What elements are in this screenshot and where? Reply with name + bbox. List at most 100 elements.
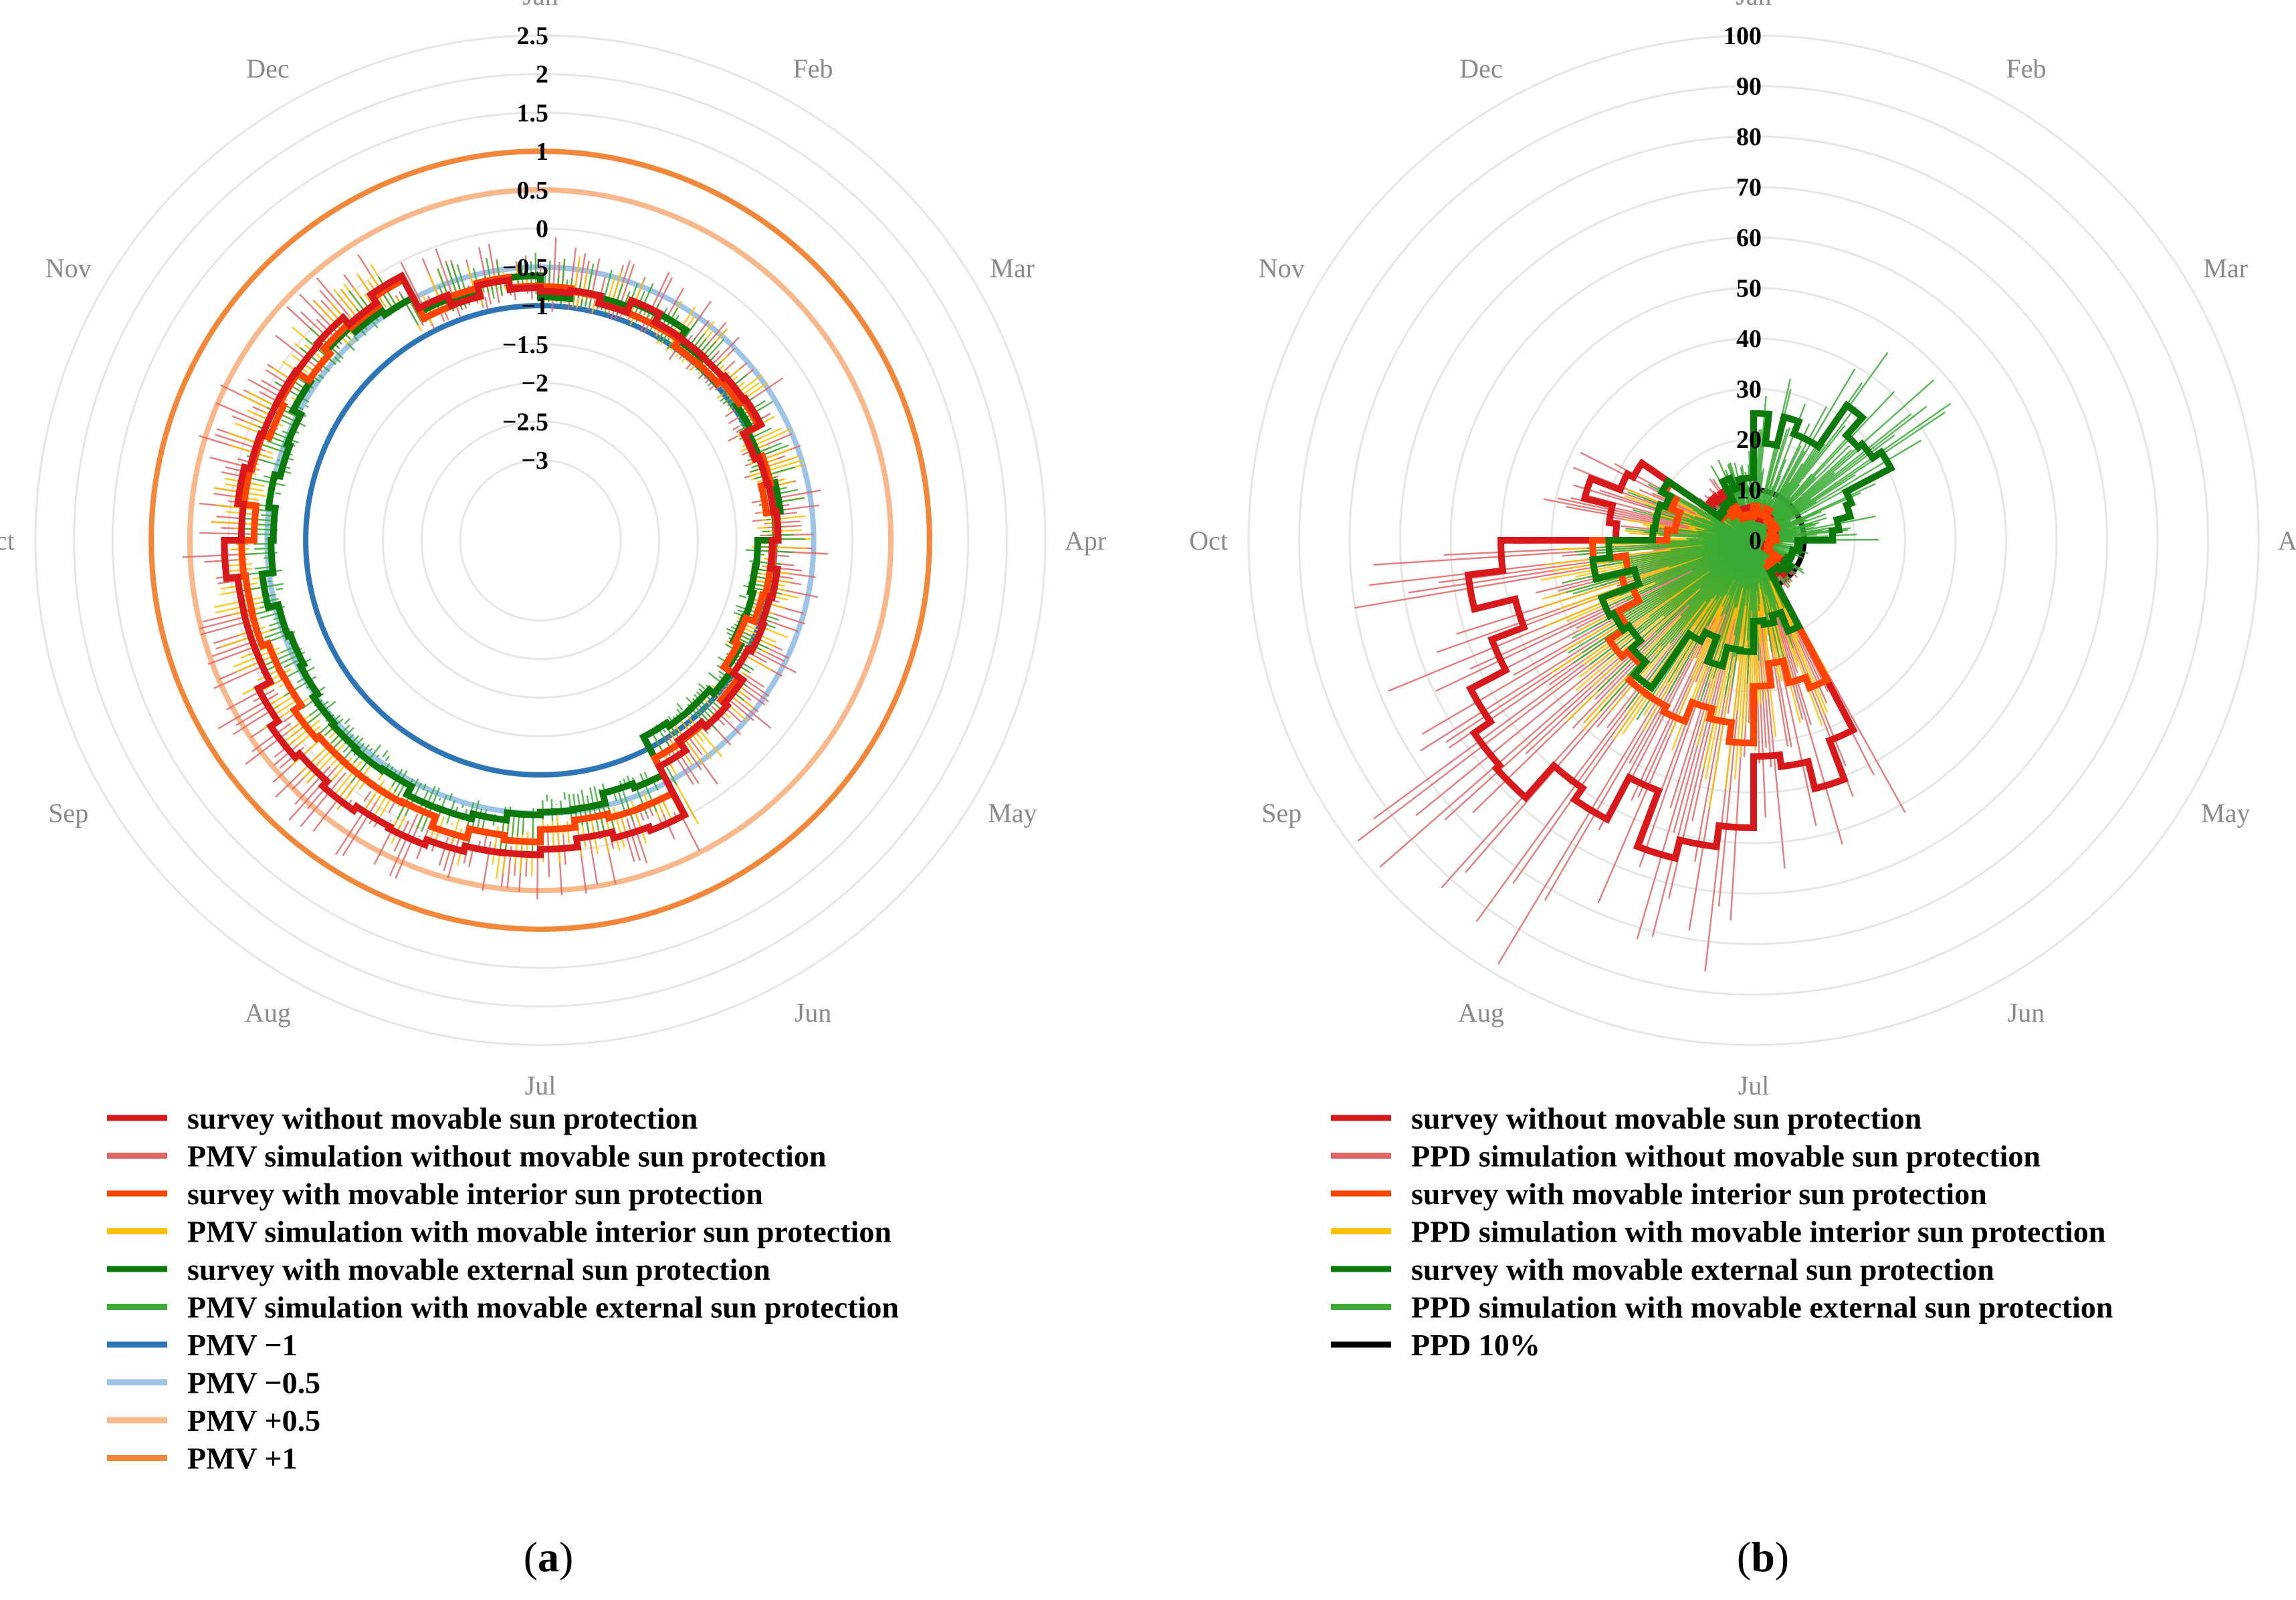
panel-a-grid-ring — [459, 459, 622, 622]
panel-a-simulation-spike — [708, 672, 744, 701]
panel-a-simulation-spike — [663, 729, 666, 733]
panel-a-simulation-spike — [756, 479, 764, 483]
panel-a-simulation-spike — [252, 473, 257, 475]
panel-a-month-label: Jan — [522, 0, 558, 11]
panel-a-simulation-spike — [315, 377, 321, 383]
panel-a-reference-ring — [187, 187, 894, 894]
panel-a-survey-line — [221, 271, 782, 859]
panel-a-simulation-spike — [572, 296, 575, 303]
panel-a-simulation-spike — [277, 459, 280, 461]
panel-a-simulation-spike — [680, 719, 712, 760]
panel-a-simulation-spike — [259, 390, 277, 402]
panel-a-radial-tick-label: 2.5 — [517, 22, 549, 50]
panel-a-reference-ring — [148, 148, 932, 932]
panel-b-legend-label: PPD simulation with movable external sun… — [1411, 1290, 2113, 1325]
panel-b-grid-ring — [1298, 85, 2209, 996]
panel-a-legend-label: PMV +1 — [187, 1442, 298, 1476]
panel-a-simulation-spike — [726, 627, 769, 650]
panel-a-simulation-spike — [182, 553, 247, 558]
panel-b-simulation-spike — [1753, 439, 1922, 542]
panel-a-simulation-spike — [613, 792, 618, 802]
panel-a-simulation-spike — [750, 469, 759, 473]
panel-a-simulation-spike — [342, 797, 380, 856]
panel-a-simulation-spike — [581, 269, 589, 304]
panel-a-simulation-spike — [754, 466, 796, 480]
panel-a-simulation-spike — [751, 464, 758, 469]
panel-b-month-label: May — [2201, 798, 2250, 828]
panel-a-simulation-spike — [280, 647, 294, 654]
panel-a-simulation-spike — [306, 667, 315, 673]
panel-a-simulation-spike — [282, 714, 294, 723]
panel-a-simulation-spike — [305, 405, 310, 409]
panel-a-simulation-spike — [369, 748, 373, 752]
panel-a-simulation-spike — [748, 671, 751, 674]
panel-a-simulation-spike — [726, 401, 734, 407]
panel-a-simulation-spike — [305, 338, 337, 366]
panel-a-legend-label: PMV −0.5 — [187, 1366, 320, 1400]
panel-a-simulation-spike — [764, 529, 802, 533]
panel-a-simulation-spike — [648, 807, 654, 816]
panel-a-simulation-spike — [283, 659, 301, 669]
panel-a-simulation-spike — [478, 247, 492, 305]
panel-a-simulation-spike — [344, 718, 350, 725]
panel-a-chart: Jan Feb Mar Apr May Jun Jul Aug Sep Oct Nov Dec 2.5 2… — [0, 0, 1106, 1101]
panel-a-grid-ring — [111, 111, 970, 969]
panel-a-month-label: Sep — [48, 798, 88, 828]
panel-a-legend-label: PMV simulation with movable external sun… — [187, 1290, 899, 1325]
panel-b-radial-tick-label: 20 — [1736, 426, 1762, 454]
panel-a-simulation-spike — [302, 368, 308, 374]
panel-a-simulation-spike — [438, 797, 441, 801]
panel-a-simulation-spike — [673, 779, 700, 825]
panel-a-month-label: Dec — [246, 53, 289, 84]
panel-b-grid-ring — [1449, 236, 2058, 844]
panel-a-simulation-spike — [451, 822, 453, 826]
panel-a-simulation-spike — [547, 830, 550, 878]
panel-a-simulation-spike — [287, 713, 312, 733]
panel-a-month-label: Jul — [525, 1070, 556, 1101]
panel-a-radial-tick-label: −1 — [521, 292, 548, 320]
panel-a-simulation-spike — [217, 580, 237, 584]
panel-a-simulation-spike — [447, 836, 460, 879]
panel-a-simulation-spike — [382, 750, 389, 758]
panel-b-radial-tick-label: 10 — [1736, 477, 1762, 505]
panel-b-radial-tick-label: 0 — [1749, 527, 1762, 555]
panel-a-simulation-spike — [576, 298, 579, 308]
panel-a-simulation-spike — [353, 335, 359, 342]
panel-b-month-label: Apr — [2278, 526, 2296, 556]
panel-b-grid-ring — [1247, 34, 2260, 1046]
panel-a-label: (a) — [524, 1533, 574, 1581]
panel-a-month-label: Nov — [45, 253, 92, 283]
panel-a-simulation-spike — [318, 686, 326, 692]
panel-b-legend: survey without movable sun protection PPD… — [1331, 1101, 2113, 1362]
panel-a-simulation-spike — [481, 809, 488, 832]
panel-b-label: (b) — [1737, 1533, 1789, 1581]
panel-a-simulation-spike — [556, 814, 561, 864]
panel-b-month-label: Feb — [2006, 53, 2047, 84]
panel-a-legend-label: PMV simulation with movable interior sun… — [187, 1215, 892, 1249]
panel-a-simulation-spike — [676, 703, 684, 711]
panel-a-simulation-spike — [251, 722, 292, 753]
panel-b-radial-tick-label: 60 — [1736, 224, 1762, 252]
panel-a-simulation-spike — [306, 741, 347, 784]
panel-a-simulation-spike — [488, 243, 500, 304]
panel-a-radial-tick-label: 1 — [536, 138, 548, 166]
panel-a-month-label: Jun — [795, 998, 832, 1028]
panel-a-simulation-spike — [331, 757, 353, 782]
panel-a-simulation-spike — [640, 812, 645, 821]
panel-a-survey-line — [258, 272, 785, 824]
panel-a-simulation-spike — [718, 656, 726, 663]
panel-a-simulation-spike — [563, 792, 566, 800]
panel-a-radial-tick-label: 0.5 — [517, 177, 549, 205]
panel-a-simulation-spike — [334, 356, 342, 364]
panel-a-simulation-spike — [668, 753, 671, 756]
panel-a-simulation-spike — [711, 705, 742, 735]
panel-a-simulation-spike — [364, 780, 385, 810]
panel-a-simulation-spike — [676, 709, 682, 715]
panel-b-chart: JanFebMarAprMayJunJulAugSepOctNovDec1009… — [1189, 0, 2296, 1101]
panel-a-simulation-spike — [584, 263, 595, 308]
panel-a-month-label: Feb — [793, 53, 833, 84]
panel-a-month-label: May — [988, 798, 1037, 828]
panel-a-simulation-spike — [255, 533, 272, 536]
panel-a-simulation-spike — [591, 303, 595, 314]
panel-a-radial-tick-label: 0 — [536, 215, 548, 243]
